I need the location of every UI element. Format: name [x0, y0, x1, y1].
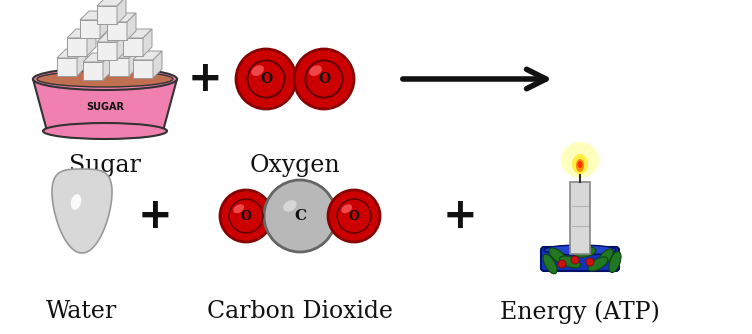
Polygon shape	[97, 6, 117, 24]
Text: Oxygen: Oxygen	[250, 155, 341, 177]
Ellipse shape	[37, 71, 173, 87]
Ellipse shape	[543, 254, 557, 274]
Text: +: +	[443, 195, 478, 237]
Polygon shape	[107, 13, 136, 22]
Polygon shape	[153, 51, 162, 78]
Ellipse shape	[284, 200, 296, 211]
Text: C: C	[294, 209, 306, 223]
Polygon shape	[100, 11, 109, 38]
Ellipse shape	[559, 256, 581, 268]
Polygon shape	[67, 29, 96, 38]
Text: O: O	[260, 72, 272, 86]
Ellipse shape	[309, 65, 322, 76]
Text: Sugar: Sugar	[69, 155, 141, 177]
Polygon shape	[133, 51, 162, 60]
Polygon shape	[97, 0, 126, 6]
Ellipse shape	[544, 245, 616, 255]
Text: O: O	[241, 209, 251, 222]
FancyBboxPatch shape	[541, 247, 619, 271]
Polygon shape	[133, 60, 153, 78]
Ellipse shape	[251, 65, 264, 76]
Polygon shape	[57, 49, 86, 58]
Circle shape	[328, 190, 380, 242]
Polygon shape	[127, 13, 136, 40]
Ellipse shape	[574, 247, 596, 257]
Text: SUGAR: SUGAR	[86, 102, 124, 112]
Circle shape	[236, 49, 296, 109]
Polygon shape	[80, 20, 100, 38]
Polygon shape	[123, 38, 143, 56]
Text: +: +	[188, 58, 223, 100]
Polygon shape	[107, 22, 127, 40]
Ellipse shape	[71, 194, 81, 210]
Polygon shape	[52, 169, 112, 253]
Ellipse shape	[597, 249, 613, 267]
Text: +: +	[138, 195, 172, 237]
Ellipse shape	[33, 68, 177, 90]
Polygon shape	[117, 0, 126, 24]
Circle shape	[294, 49, 354, 109]
Ellipse shape	[341, 204, 352, 213]
Polygon shape	[80, 11, 109, 20]
Circle shape	[220, 190, 272, 242]
Polygon shape	[109, 49, 138, 58]
Polygon shape	[572, 154, 588, 174]
Polygon shape	[576, 159, 584, 172]
Circle shape	[558, 260, 566, 268]
Polygon shape	[578, 161, 583, 168]
Circle shape	[571, 256, 579, 264]
Ellipse shape	[561, 142, 599, 178]
Text: O: O	[318, 72, 330, 86]
Polygon shape	[109, 58, 129, 76]
Text: Energy (ATP): Energy (ATP)	[500, 300, 660, 324]
Polygon shape	[87, 29, 96, 56]
Polygon shape	[123, 29, 152, 38]
Ellipse shape	[233, 204, 244, 213]
Polygon shape	[97, 33, 126, 42]
Polygon shape	[117, 33, 126, 60]
Polygon shape	[83, 62, 103, 80]
Polygon shape	[97, 42, 117, 60]
Text: Carbon Dioxide: Carbon Dioxide	[207, 301, 393, 324]
Polygon shape	[67, 38, 87, 56]
Polygon shape	[83, 53, 112, 62]
Ellipse shape	[549, 248, 567, 264]
Polygon shape	[57, 58, 77, 76]
Polygon shape	[143, 29, 152, 56]
Polygon shape	[33, 79, 177, 131]
Circle shape	[586, 258, 594, 266]
Polygon shape	[77, 49, 86, 76]
Text: Water: Water	[47, 301, 117, 324]
Polygon shape	[570, 182, 590, 254]
Ellipse shape	[609, 252, 621, 273]
Polygon shape	[103, 53, 112, 80]
Text: O: O	[349, 209, 359, 222]
Circle shape	[264, 180, 336, 252]
Polygon shape	[129, 49, 138, 76]
Ellipse shape	[43, 123, 167, 139]
Ellipse shape	[588, 257, 608, 271]
